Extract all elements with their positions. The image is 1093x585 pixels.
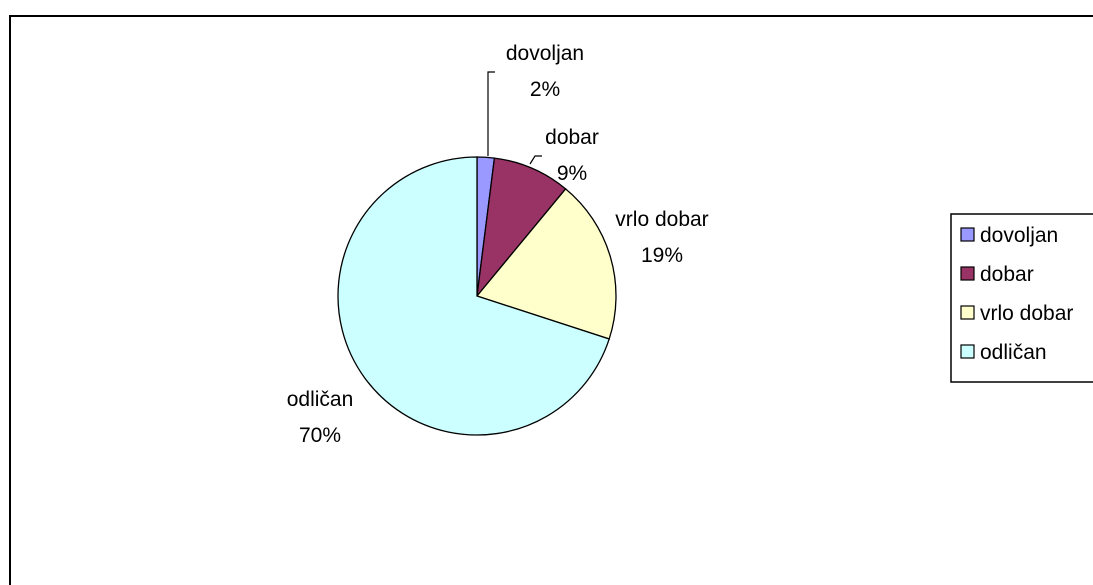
legend-swatch — [960, 344, 975, 359]
legend-label: dobar — [980, 263, 1034, 286]
legend-label: odličan — [980, 341, 1047, 364]
slice-category-label: odličan — [287, 388, 354, 411]
leader-line — [529, 155, 542, 165]
pie-slice-vrlo-dobar — [475, 187, 617, 340]
legend-swatch — [960, 227, 975, 242]
pie-slice-odličan — [337, 156, 611, 436]
slice-category-label: vrlo dobar — [615, 208, 708, 231]
chart-area-border — [9, 15, 1093, 585]
legend-border — [950, 213, 1093, 383]
legend-swatch — [960, 305, 975, 320]
slice-percent-label: 9% — [557, 162, 587, 185]
legend-label: vrlo dobar — [980, 302, 1073, 325]
slice-percent-label: 2% — [530, 78, 560, 101]
legend-label: dovoljan — [980, 224, 1058, 247]
slice-labels: dovoljan 2% dobar 9% vrlo dobar 19% odličan 70% — [287, 42, 709, 447]
pie-slices — [337, 156, 617, 436]
leader-line — [487, 71, 495, 156]
pie-chart: dovoljan 2% dobar 9% vrlo dobar 19% odličan 70%… — [287, 42, 1093, 447]
slice-category-label: dobar — [545, 126, 599, 149]
leader-lines — [487, 71, 542, 165]
slice-percent-label: 19% — [641, 244, 683, 267]
pie-slice-dobar — [476, 157, 567, 299]
legend-swatch — [960, 266, 975, 281]
slice-category-label: dovoljan — [506, 42, 584, 65]
legend: dovoljan dobar vrlo dobar odličan — [950, 213, 1093, 383]
slice-percent-label: 70% — [299, 424, 341, 447]
